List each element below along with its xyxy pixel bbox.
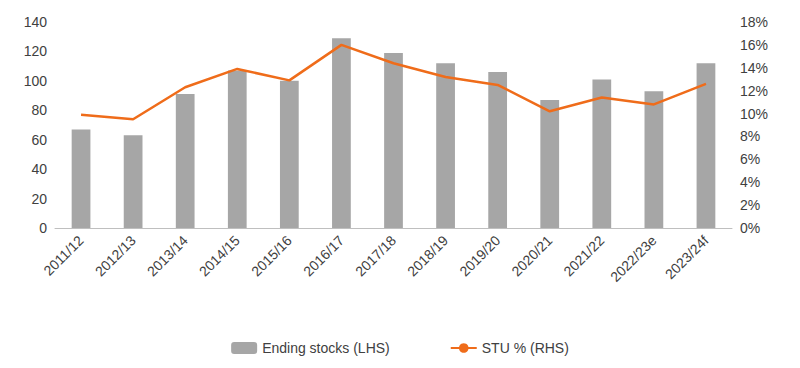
svg-text:2019/20: 2019/20 [456,232,503,279]
svg-text:18%: 18% [740,14,768,30]
svg-text:2018/19: 2018/19 [404,232,451,279]
svg-text:120: 120 [24,43,48,59]
svg-text:0%: 0% [740,220,760,236]
svg-text:2023/24f: 2023/24f [662,232,712,282]
svg-text:16%: 16% [740,37,768,53]
svg-text:40: 40 [31,161,47,177]
svg-text:2016/17: 2016/17 [300,232,347,279]
svg-text:10%: 10% [740,106,768,122]
svg-text:6%: 6% [740,151,760,167]
svg-text:14%: 14% [740,60,768,76]
svg-text:60: 60 [31,132,47,148]
svg-text:2015/16: 2015/16 [248,232,295,279]
svg-text:2%: 2% [740,197,760,213]
svg-text:80: 80 [31,102,47,118]
svg-text:Ending stocks (LHS): Ending stocks (LHS) [262,340,390,356]
svg-text:STU % (RHS): STU % (RHS) [482,340,569,356]
svg-text:2017/18: 2017/18 [352,232,399,279]
svg-text:100: 100 [24,73,48,89]
svg-text:2021/22: 2021/22 [560,232,607,279]
svg-text:8%: 8% [740,128,760,144]
svg-text:2013/14: 2013/14 [144,232,191,279]
svg-text:4%: 4% [740,174,760,190]
svg-text:2022/23e: 2022/23e [607,232,660,285]
svg-text:12%: 12% [740,83,768,99]
svg-text:140: 140 [24,14,48,30]
svg-text:2020/21: 2020/21 [508,232,555,279]
svg-text:2014/15: 2014/15 [196,232,243,279]
svg-text:2011/12: 2011/12 [40,232,86,278]
svg-text:0: 0 [39,220,47,236]
svg-text:20: 20 [31,191,47,207]
svg-text:2012/13: 2012/13 [92,232,139,279]
